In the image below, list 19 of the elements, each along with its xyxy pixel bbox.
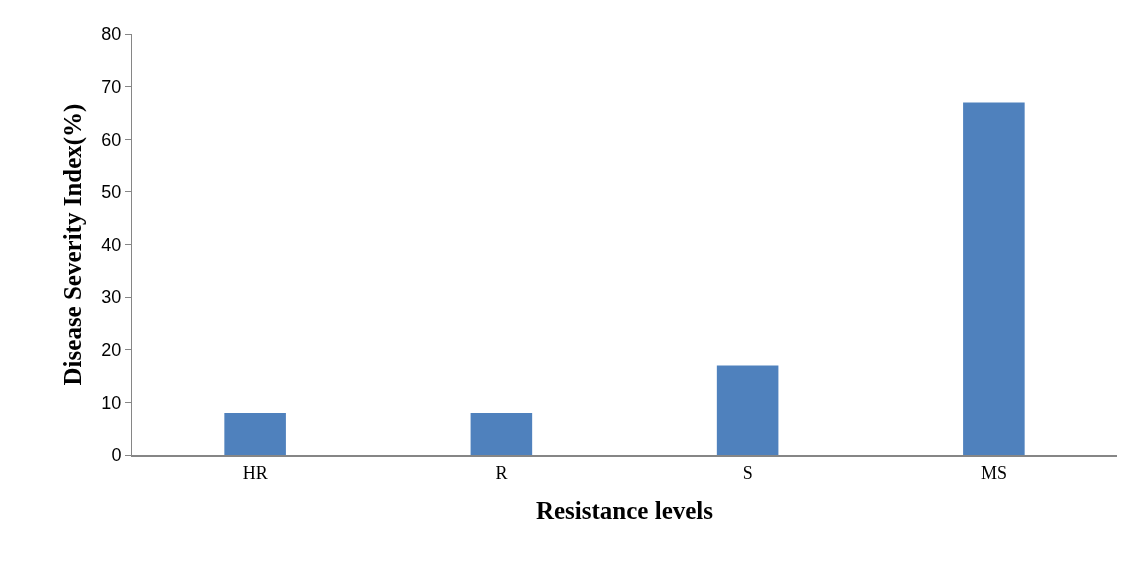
bar (470, 412, 533, 455)
x-tick-label: MS (980, 462, 1007, 483)
x-tick-label: HR (242, 462, 268, 483)
y-tick-label: 0 (111, 445, 122, 466)
x-axis-title: Resistance levels (535, 497, 714, 525)
y-tick-label: 30 (101, 287, 122, 308)
y-axis-title: Disease Severity Index(%) (59, 103, 88, 386)
y-tick-label: 70 (101, 76, 122, 97)
y-tick-label: 80 (101, 24, 122, 45)
y-tick-label: 10 (101, 392, 122, 413)
x-tick-label: R (495, 462, 508, 483)
bar (716, 365, 779, 455)
y-tick-label: 60 (101, 129, 122, 150)
x-tick-label: S (742, 462, 753, 483)
y-tick-label: 20 (101, 340, 122, 361)
bar (224, 412, 286, 455)
y-tick-label: 50 (101, 182, 122, 203)
bar (963, 102, 1025, 455)
y-tick-label: 40 (101, 234, 122, 255)
